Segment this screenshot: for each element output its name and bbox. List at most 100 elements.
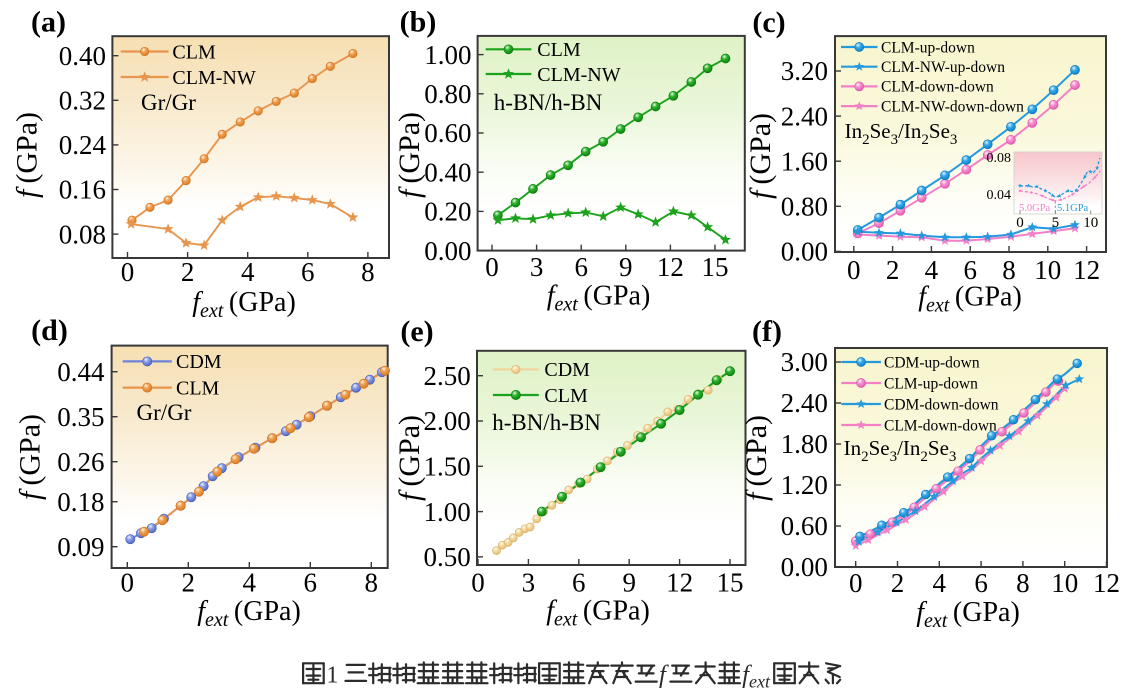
svg-text:0.08: 0.08	[59, 219, 106, 249]
svg-text:CLM-NW: CLM-NW	[537, 64, 620, 86]
svg-text:6: 6	[974, 568, 988, 598]
svg-text:CDM-up-down: CDM-up-down	[884, 354, 980, 371]
svg-text:CLM-down-down: CLM-down-down	[881, 79, 994, 96]
svg-text:f (GPa): f (GPa)	[744, 113, 777, 199]
svg-text:0.04: 0.04	[987, 188, 1012, 203]
svg-text:15: 15	[717, 568, 744, 598]
svg-text:10: 10	[1034, 255, 1061, 285]
svg-text:6: 6	[301, 257, 315, 287]
svg-text:8: 8	[1002, 255, 1016, 285]
svg-text:fext (GPa): fext (GPa)	[546, 596, 650, 631]
svg-text:2.40: 2.40	[781, 101, 828, 131]
svg-text:0.00: 0.00	[781, 552, 828, 582]
svg-text:15: 15	[702, 252, 729, 282]
svg-text:8: 8	[365, 568, 379, 598]
svg-text:1.50: 1.50	[423, 452, 470, 482]
svg-text:f (GPa): f (GPa)	[740, 415, 773, 501]
svg-text:1.20: 1.20	[781, 470, 828, 500]
svg-text:0.20: 0.20	[424, 197, 471, 227]
svg-text:(f): (f)	[752, 315, 782, 348]
svg-text:6: 6	[572, 568, 586, 598]
svg-text:2: 2	[182, 568, 196, 598]
svg-text:0: 0	[485, 252, 499, 282]
svg-text:h-BN/h-BN: h-BN/h-BN	[492, 410, 601, 435]
svg-text:CLM-NW-down-down: CLM-NW-down-down	[881, 98, 1024, 115]
svg-text:CLM-NW: CLM-NW	[172, 67, 255, 89]
svg-text:9: 9	[619, 252, 633, 282]
svg-text:2.40: 2.40	[781, 388, 828, 418]
svg-text:(c): (c)	[752, 6, 785, 39]
svg-text:fext (GPa): fext (GPa)	[547, 281, 651, 316]
svg-text:2.50: 2.50	[423, 361, 470, 391]
svg-text:CDM-down-down: CDM-down-down	[884, 396, 999, 413]
svg-text:fext (GPa): fext (GPa)	[918, 282, 1022, 317]
svg-text:5: 5	[1052, 215, 1060, 231]
svg-text:2.00: 2.00	[423, 406, 470, 436]
svg-text:0.26: 0.26	[57, 447, 104, 477]
svg-text:f (GPa): f (GPa)	[393, 415, 426, 501]
svg-text:0: 0	[847, 255, 861, 285]
svg-text:0.60: 0.60	[781, 511, 828, 541]
svg-text:4: 4	[243, 568, 257, 598]
svg-text:CDM: CDM	[176, 351, 222, 373]
svg-text:CLM-NW-up-down: CLM-NW-up-down	[881, 59, 1005, 76]
svg-text:f (GPa): f (GPa)	[393, 112, 426, 198]
svg-text:0: 0	[471, 568, 485, 598]
svg-text:2: 2	[891, 568, 905, 598]
svg-text:12: 12	[657, 252, 684, 282]
svg-text:CLM: CLM	[176, 377, 220, 399]
svg-text:0.09: 0.09	[57, 532, 104, 562]
svg-text:CLM-up-down: CLM-up-down	[884, 375, 978, 392]
svg-text:3.00: 3.00	[781, 347, 828, 377]
svg-text:0: 0	[121, 568, 135, 598]
svg-text:1.00: 1.00	[424, 40, 471, 70]
svg-text:0.00: 0.00	[424, 236, 471, 266]
svg-text:0.40: 0.40	[424, 157, 471, 187]
svg-text:1.80: 1.80	[781, 429, 828, 459]
svg-text:6: 6	[304, 568, 318, 598]
svg-text:(a): (a)	[31, 6, 66, 39]
svg-text:0.08: 0.08	[987, 151, 1012, 166]
svg-text:0: 0	[121, 257, 135, 287]
svg-text:3: 3	[530, 252, 544, 282]
svg-text:f (GPa): f (GPa)	[14, 414, 47, 500]
svg-text:0.00: 0.00	[781, 237, 828, 267]
svg-text:Gr/Gr: Gr/Gr	[141, 90, 196, 115]
svg-text:10: 10	[1051, 568, 1078, 598]
svg-text:CLM-up-down: CLM-up-down	[881, 39, 975, 56]
svg-text:(b): (b)	[400, 6, 437, 39]
svg-text:CLM: CLM	[537, 39, 581, 61]
svg-text:f (GPa): f (GPa)	[11, 112, 44, 198]
svg-text:(e): (e)	[400, 315, 433, 348]
svg-text:CLM: CLM	[172, 41, 216, 63]
svg-text:0.50: 0.50	[423, 542, 470, 572]
svg-text:1: 1	[326, 663, 338, 689]
svg-text:8: 8	[361, 257, 375, 287]
svg-text:3: 3	[522, 568, 536, 598]
svg-text:0: 0	[1016, 215, 1024, 231]
svg-text:fext (GPa): fext (GPa)	[192, 287, 296, 322]
svg-text:0.32: 0.32	[59, 86, 106, 116]
svg-text:0.80: 0.80	[781, 192, 828, 222]
svg-text:0: 0	[849, 568, 863, 598]
svg-text:CLM: CLM	[544, 385, 588, 407]
svg-text:5.1GPa: 5.1GPa	[1057, 203, 1089, 214]
svg-text:4: 4	[241, 257, 255, 287]
svg-text:6: 6	[574, 252, 588, 282]
svg-text:6: 6	[963, 255, 977, 285]
svg-text:4: 4	[933, 568, 947, 598]
svg-text:0.18: 0.18	[57, 487, 104, 517]
svg-text:8: 8	[1016, 568, 1030, 598]
svg-text:(d): (d)	[31, 314, 68, 347]
svg-text:1.60: 1.60	[781, 146, 828, 176]
svg-text:12: 12	[666, 568, 693, 598]
svg-text:0.35: 0.35	[57, 402, 104, 432]
svg-text:CLM-down-down: CLM-down-down	[884, 417, 997, 434]
svg-text:9: 9	[622, 568, 636, 598]
svg-text:0.40: 0.40	[59, 41, 106, 71]
svg-text:0.24: 0.24	[59, 130, 107, 160]
svg-text:12: 12	[1093, 568, 1120, 598]
svg-text:f: f	[659, 662, 669, 689]
svg-text:0.44: 0.44	[57, 357, 105, 387]
svg-text:fext (GPa): fext (GPa)	[197, 596, 301, 631]
